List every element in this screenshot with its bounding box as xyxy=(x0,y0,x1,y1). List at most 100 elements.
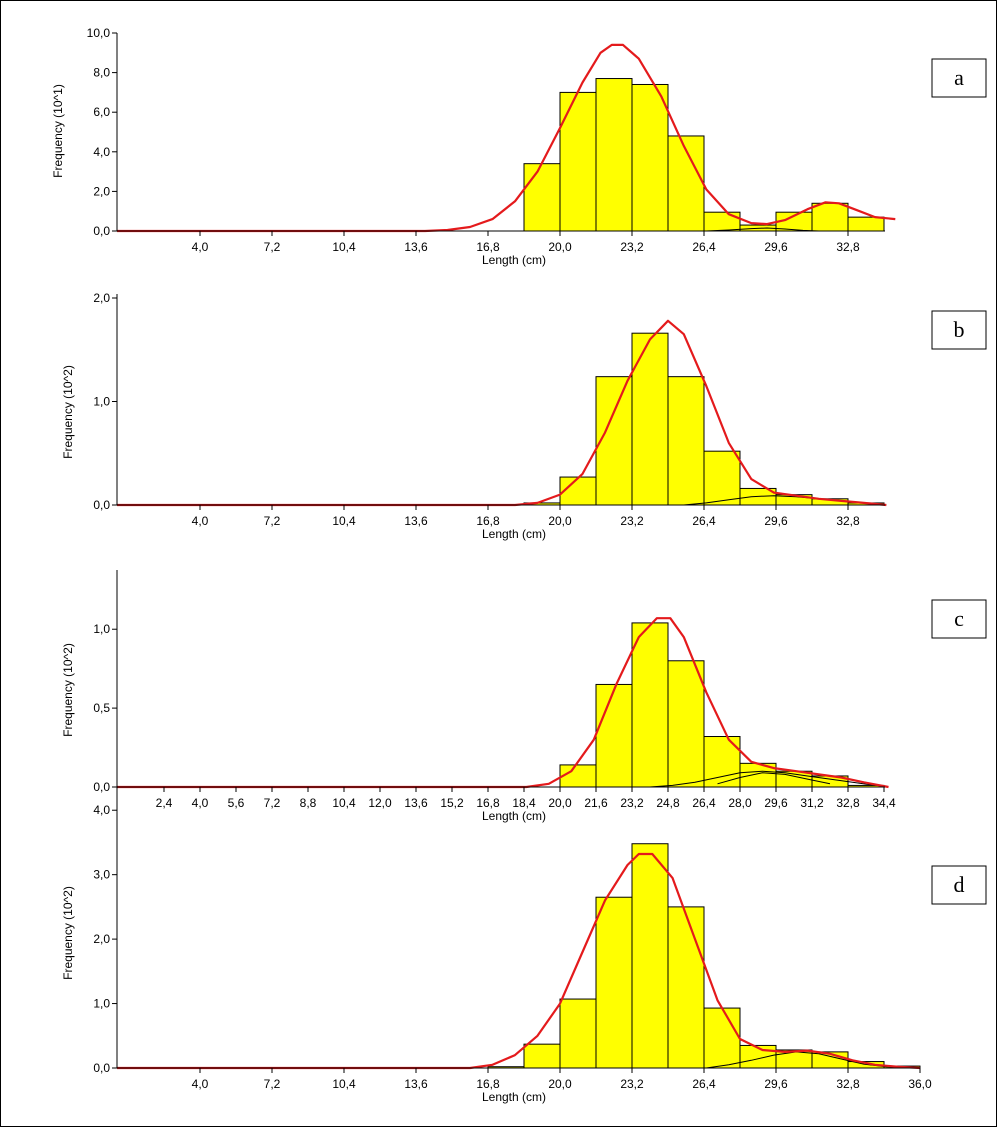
y-tick-label: 0,0 xyxy=(93,498,110,512)
histogram-bar xyxy=(523,163,561,232)
x-tick-label: 29,6 xyxy=(764,796,788,810)
y-axis-title: Frequency (10^2) xyxy=(61,886,75,980)
x-tick-label: 7,2 xyxy=(264,514,281,528)
x-tick-label: 32,8 xyxy=(836,514,860,528)
y-tick-label: 0,0 xyxy=(93,1061,110,1075)
fit-curve xyxy=(117,852,921,1070)
histogram-bar xyxy=(523,1043,561,1069)
x-tick-label: 29,6 xyxy=(764,240,788,254)
x-tick-label: 32,8 xyxy=(836,1077,860,1091)
x-tick-label: 4,0 xyxy=(192,240,209,254)
x-tick-label: 10,4 xyxy=(332,514,356,528)
histogram-bar xyxy=(847,216,885,232)
panel-label-box xyxy=(931,58,987,98)
x-tick-label: 20,0 xyxy=(548,240,572,254)
x-tick-label: 32,8 xyxy=(836,240,860,254)
x-axis-title: Length (cm) xyxy=(482,809,546,823)
x-tick-label: 29,6 xyxy=(764,1077,788,1091)
panel-label-box xyxy=(931,310,987,350)
histogram-bar xyxy=(703,211,741,232)
histogram-bar xyxy=(595,78,633,232)
x-tick-label: 23,2 xyxy=(620,1077,644,1091)
y-tick-label: 2,0 xyxy=(93,291,110,305)
panel-label: b xyxy=(954,317,965,342)
y-tick-label: 2,0 xyxy=(93,184,110,198)
x-tick-label: 28,0 xyxy=(728,796,752,810)
x-tick-label: 10,4 xyxy=(332,240,356,254)
x-tick-label: 23,2 xyxy=(620,240,644,254)
x-tick-label: 20,0 xyxy=(548,514,572,528)
y-tick-label: 4,0 xyxy=(93,145,110,159)
y-tick-label: 10,0 xyxy=(87,26,111,40)
panel-label-box xyxy=(931,865,987,905)
chart-panel-d: 0,0 1,0 2,0 3,0 4,0 4,0 7,2 10,4 13,6 16,8 20,0 23,… xyxy=(61,774,987,1104)
x-tick-label: 7,2 xyxy=(264,1077,281,1091)
panel-label: d xyxy=(954,872,965,897)
histogram-bar xyxy=(631,843,669,1069)
histogram-bar xyxy=(631,332,669,506)
y-axis-title: Frequency (10^1) xyxy=(51,84,65,178)
x-tick-label: 32,8 xyxy=(836,796,860,810)
fit-curve xyxy=(117,43,896,233)
y-tick-label: 4,0 xyxy=(93,803,110,817)
histogram-bar xyxy=(703,450,741,506)
x-tick-label: 26,4 xyxy=(692,240,716,254)
histogram-bar xyxy=(631,83,669,232)
x-tick-label: 34,4 xyxy=(872,796,896,810)
x-axis-title: Length (cm) xyxy=(482,527,546,541)
x-tick-label: 13,6 xyxy=(404,796,428,810)
x-tick-label: 4,0 xyxy=(192,796,209,810)
x-axis-title: Length (cm) xyxy=(482,1090,546,1104)
fit-curve xyxy=(117,617,889,789)
histogram-bar xyxy=(595,896,633,1069)
x-tick-label: 31,2 xyxy=(800,796,824,810)
x-tick-label: 16,8 xyxy=(476,514,500,528)
component-curve xyxy=(706,227,819,232)
x-tick-label: 13,6 xyxy=(404,514,428,528)
x-tick-label: 20,0 xyxy=(548,1077,572,1091)
x-tick-label: 10,4 xyxy=(332,1077,356,1091)
x-tick-label: 24,8 xyxy=(656,796,680,810)
component-curve xyxy=(649,770,876,788)
x-tick-label: 26,4 xyxy=(692,514,716,528)
panel-label: c xyxy=(954,606,964,631)
histogram-bar xyxy=(595,683,633,788)
histogram-bar xyxy=(811,202,849,232)
x-tick-label: 7,2 xyxy=(264,240,281,254)
y-tick-label: 0,0 xyxy=(93,780,110,794)
x-tick-label: 16,8 xyxy=(476,240,500,254)
chart-panel-a: 0,0 2,0 4,0 6,0 8,0 10,0 4,0 7,2 10,4 13,6 16,8 20,… xyxy=(51,26,987,267)
fit-curve xyxy=(117,319,887,507)
y-tick-label: 0,0 xyxy=(93,224,110,238)
y-axis-title: Frequency (10^2) xyxy=(61,643,75,737)
histogram-bar xyxy=(667,376,705,506)
x-tick-label: 5,6 xyxy=(228,796,245,810)
y-tick-label: 1,0 xyxy=(93,997,110,1011)
x-tick-label: 16,8 xyxy=(476,796,500,810)
x-tick-label: 20,0 xyxy=(548,796,572,810)
x-tick-label: 4,0 xyxy=(192,514,209,528)
x-tick-label: 13,6 xyxy=(404,1077,428,1091)
x-tick-label: 13,6 xyxy=(404,240,428,254)
histogram-bar xyxy=(631,622,669,788)
panel-label: a xyxy=(954,65,964,90)
x-tick-label: 12,0 xyxy=(368,796,392,810)
x-tick-label: 26,4 xyxy=(692,796,716,810)
chart-panel-c: 0,0 0,5 1,0 2,4 4,0 5,6 7,2 8,8 10,4 12,0 13,6 15,2… xyxy=(61,570,987,823)
y-tick-label: 1,0 xyxy=(93,622,110,636)
histogram-bar xyxy=(559,998,597,1069)
x-tick-label: 36,0 xyxy=(908,1077,932,1091)
component-curve xyxy=(717,772,831,785)
y-tick-label: 1,0 xyxy=(93,395,110,409)
x-tick-label: 21,6 xyxy=(584,796,608,810)
x-tick-label: 16,8 xyxy=(476,1077,500,1091)
x-tick-label: 10,4 xyxy=(332,796,356,810)
x-tick-label: 23,2 xyxy=(620,514,644,528)
histogram-bar xyxy=(703,1007,741,1069)
panel-label-box xyxy=(931,599,987,639)
x-tick-label: 18,4 xyxy=(512,796,536,810)
histogram-bar xyxy=(595,376,633,506)
histogram-bar xyxy=(559,91,597,232)
x-tick-label: 23,2 xyxy=(620,796,644,810)
